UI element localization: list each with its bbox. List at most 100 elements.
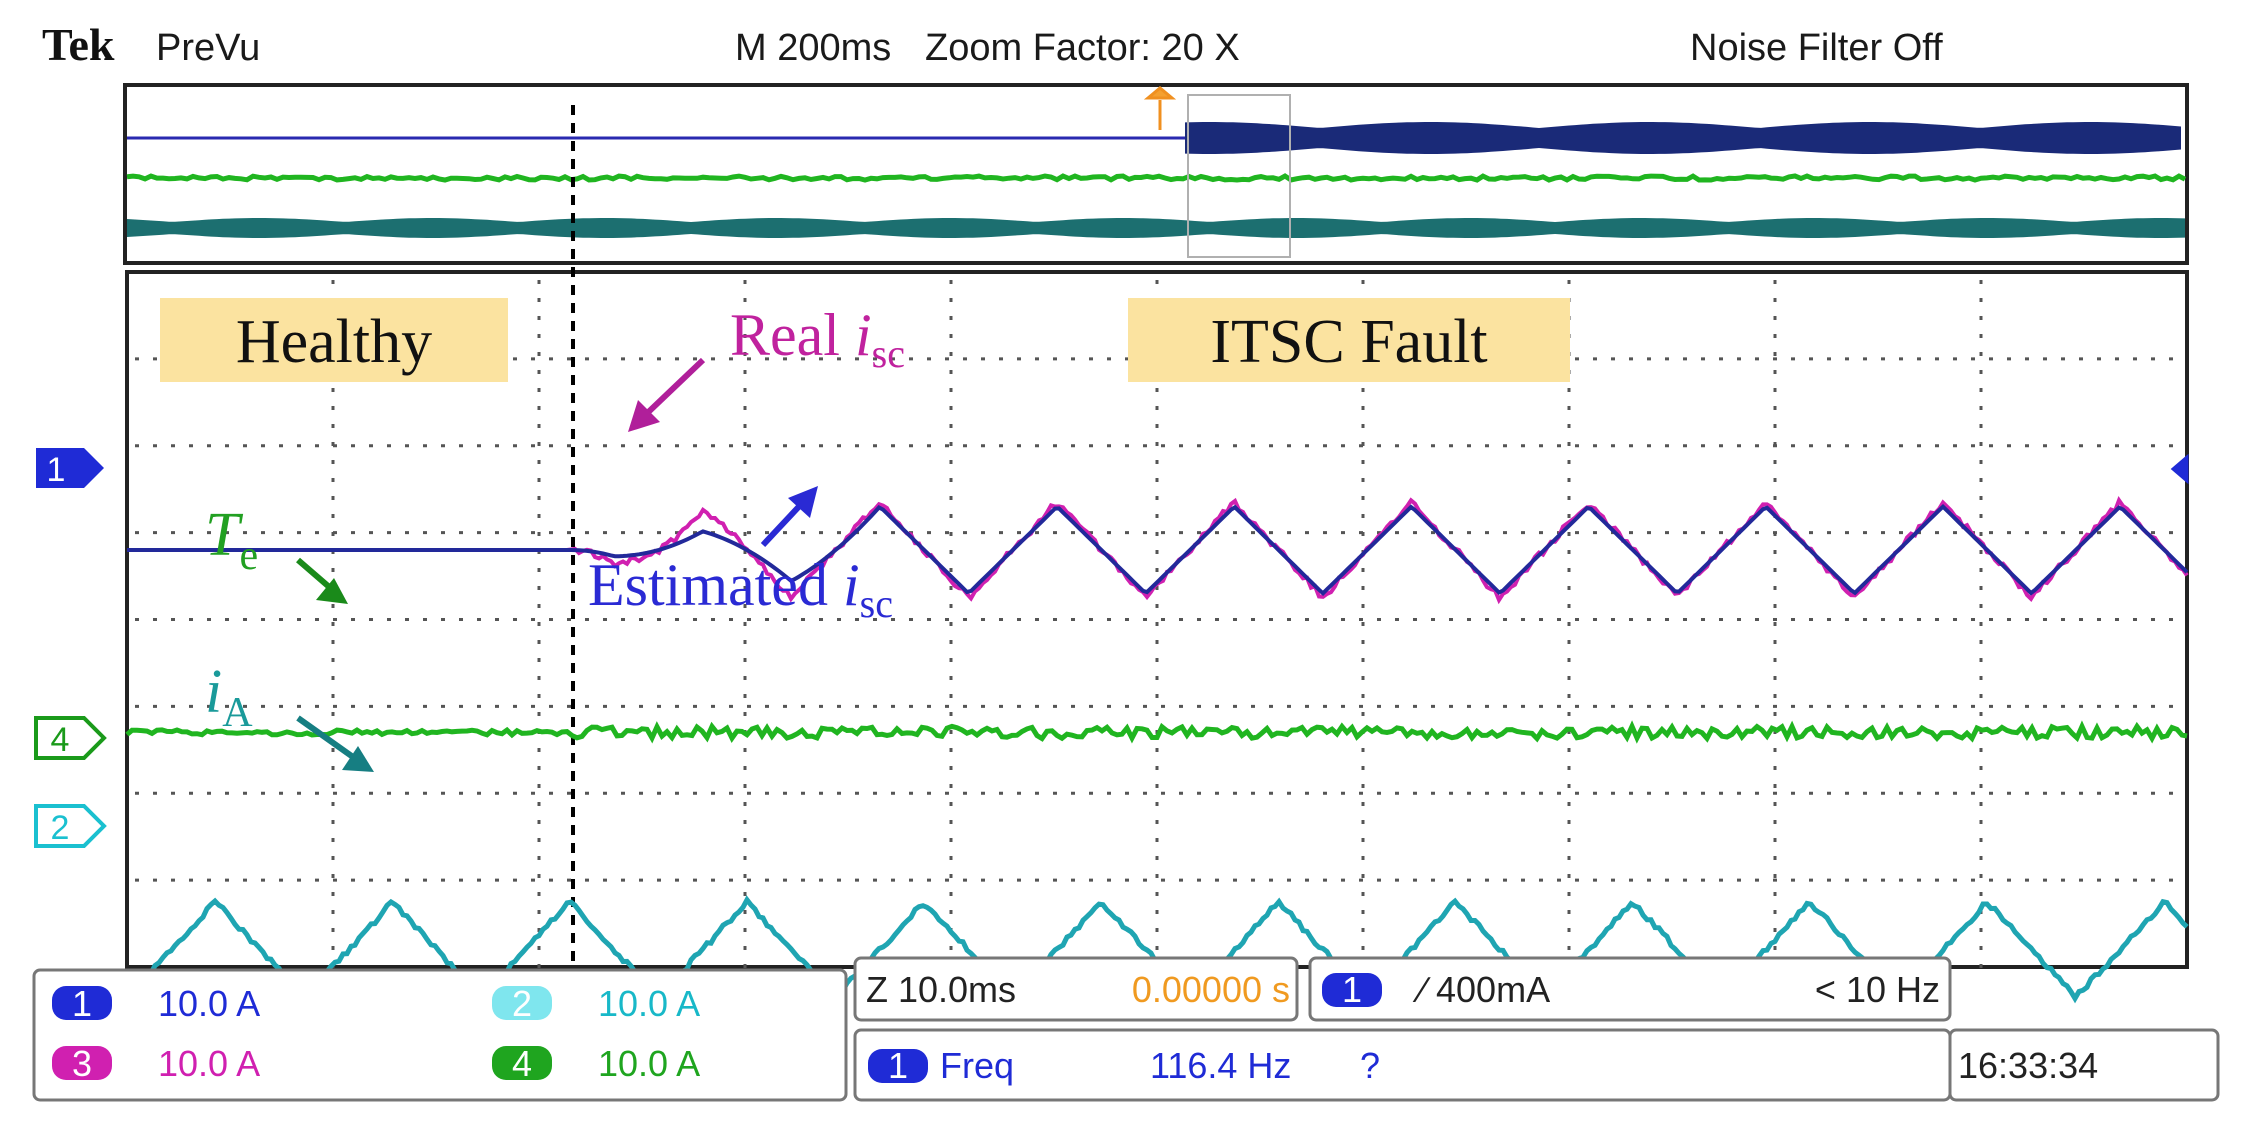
grid-dot: [513, 791, 517, 795]
grid-dot: [639, 791, 643, 795]
grid-dot: [1701, 704, 1705, 708]
grid-dot: [1979, 964, 1983, 968]
grid-dot: [1361, 676, 1365, 680]
grid-dot: [1899, 878, 1903, 882]
svg-text:4: 4: [51, 721, 70, 759]
grid-dot: [2115, 444, 2119, 448]
grid-dot: [1323, 531, 1327, 535]
grid-dot: [1431, 444, 1435, 448]
grid-dot: [1629, 878, 1633, 882]
grid-dot: [297, 531, 301, 535]
grid-dot: [747, 531, 751, 535]
grid-dot: [153, 878, 157, 882]
grid-dot: [743, 820, 747, 824]
grid-dot: [1979, 784, 1983, 788]
grid-dot: [909, 618, 913, 621]
grid-dot: [1611, 704, 1615, 708]
grid-dot: [189, 704, 193, 708]
grid-dot: [549, 878, 553, 882]
grid-dot: [297, 878, 301, 882]
grid-dot: [1755, 791, 1759, 795]
ch4-marker[interactable]: 4: [34, 716, 107, 760]
grid-dot: [1161, 791, 1165, 795]
grid-dot: [1071, 704, 1075, 708]
grid-dot: [1683, 357, 1687, 361]
grid-dot: [2097, 531, 2101, 535]
grid-dot: [1935, 791, 1939, 795]
grid-dot: [675, 878, 679, 882]
grid-dot: [1359, 878, 1363, 882]
grid-dot: [1701, 444, 1705, 448]
grid-dot: [1979, 298, 1983, 302]
grid-dot: [949, 784, 953, 788]
grid-dot: [2097, 618, 2101, 621]
grid-dot: [1979, 388, 1983, 392]
grid-dot: [1089, 618, 1093, 621]
grid-dot: [819, 531, 823, 535]
grid-dot: [1521, 618, 1525, 621]
grid-dot: [1359, 531, 1363, 535]
ch2-marker[interactable]: 2: [34, 804, 107, 848]
grid-dot: [2079, 791, 2083, 795]
grid-dot: [999, 618, 1003, 621]
grid-dot: [1305, 531, 1309, 535]
grid-dot: [315, 618, 319, 621]
grid-dot: [743, 892, 747, 896]
grid-dot: [1773, 444, 1777, 448]
grid-dot: [837, 531, 841, 535]
zoom-readout-panel: Z 10.0ms 0.00000 s: [853, 956, 1299, 1022]
grid-dot: [1979, 460, 1983, 464]
te-annotation: Te: [205, 501, 348, 604]
grid-dot: [1089, 357, 1093, 361]
grid-dot: [331, 946, 335, 950]
grid-dot: [1361, 568, 1365, 572]
grid-dot: [711, 444, 715, 448]
grid-dot: [189, 878, 193, 882]
grid-dot: [1161, 618, 1165, 621]
grid-dot: [2097, 704, 2101, 708]
grid-dot: [441, 791, 445, 795]
grid-dot: [1323, 444, 1327, 448]
grid-dot: [1155, 910, 1159, 914]
grid-dot: [513, 618, 517, 621]
grid-dot: [963, 791, 967, 795]
grid-dot: [1155, 442, 1159, 446]
grid-dot: [1125, 618, 1129, 621]
grid-dot: [2007, 357, 2011, 361]
grid-dot: [765, 618, 769, 621]
trigger-readout-panel: 1 ∕ 400mA < 10 Hz: [1308, 956, 1952, 1022]
grid-dot: [1773, 460, 1777, 464]
grid-dot: [1053, 704, 1057, 708]
grid-dot: [1233, 878, 1237, 882]
grid-dot: [261, 878, 265, 882]
zoom-factor-label: Zoom Factor: 20 X: [925, 27, 1240, 69]
grid-dot: [949, 352, 953, 356]
grid-dot: [537, 640, 541, 644]
grid-dot: [331, 802, 335, 806]
grid-dot: [537, 352, 541, 356]
ch1-marker[interactable]: 1: [36, 448, 104, 489]
overview-trace-ch1-fault: [1185, 122, 2181, 154]
grid-dot: [747, 704, 751, 708]
grid-dot: [1567, 892, 1571, 896]
grid-dot: [153, 357, 157, 361]
grid-dot: [2061, 444, 2065, 448]
grid-dot: [331, 424, 335, 428]
grid-dot: [927, 704, 931, 708]
svg-text:< 10 Hz: < 10 Hz: [1815, 969, 1940, 1010]
grid-dot: [225, 444, 229, 448]
grid-dot: [1449, 878, 1453, 882]
grid-dot: [1567, 424, 1571, 428]
grid-dot: [1683, 878, 1687, 882]
grid-dot: [949, 334, 953, 338]
grid-dot: [639, 618, 643, 621]
grid-dot: [537, 298, 541, 302]
grid-dot: [1395, 704, 1399, 708]
grid-dot: [909, 704, 913, 708]
grid-dot: [331, 784, 335, 788]
grid-dot: [1361, 280, 1365, 284]
grid-dot: [331, 622, 335, 626]
grid-dot: [1161, 704, 1165, 708]
ch4-scale-readout: 4 10.0 A: [492, 1043, 700, 1084]
grid-dot: [135, 704, 139, 708]
